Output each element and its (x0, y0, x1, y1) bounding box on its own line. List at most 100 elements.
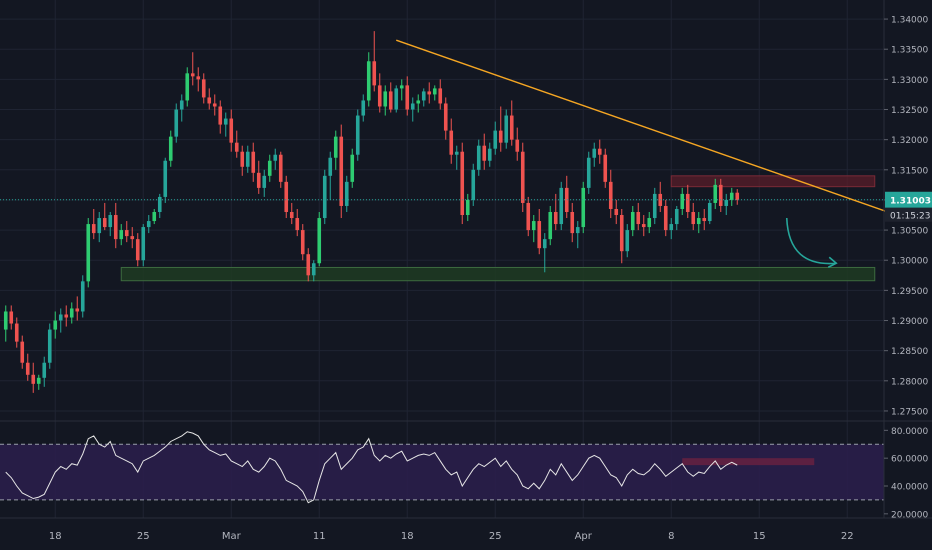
candle-body (421, 91, 426, 101)
candle-body (630, 212, 635, 231)
candle-body (278, 154, 283, 182)
candle-body (31, 374, 36, 384)
candle-body (179, 100, 184, 110)
candle-body (432, 88, 437, 95)
candle-body (102, 218, 107, 228)
price-tick-label: 1.32500 (891, 106, 928, 116)
time-tick-label: 25 (137, 531, 150, 542)
time-tick-label: 15 (753, 531, 766, 542)
price-tick-label: 1.31500 (891, 166, 928, 176)
candle-body (267, 160, 272, 176)
price-tick-label: 1.33500 (891, 46, 928, 56)
candle-body (97, 218, 102, 234)
candle-body (91, 224, 96, 234)
candle-body (652, 193, 657, 219)
price-tick-label: 1.29000 (891, 317, 928, 327)
candle-body (377, 85, 382, 107)
candle-body (427, 91, 432, 95)
candle-body (273, 154, 278, 161)
candle-body (58, 314, 63, 321)
descending-trendline (396, 39, 892, 214)
candle-body (53, 320, 58, 330)
candle-body (575, 227, 580, 234)
candlestick-series (3, 31, 740, 393)
candle-body (608, 181, 613, 209)
candle-body (394, 88, 399, 110)
chart-overlays (0, 39, 892, 268)
candle-body (174, 109, 179, 137)
price-tick-label: 1.30500 (891, 227, 928, 237)
candle-body (124, 230, 129, 237)
candle-body (344, 181, 349, 206)
candle-body (317, 218, 322, 264)
price-tick-label: 1.27500 (891, 407, 928, 417)
candle-body (152, 212, 157, 222)
candle-body (559, 187, 564, 225)
candle-body (641, 224, 646, 228)
candle-body (581, 187, 586, 228)
candle-body (592, 148, 597, 158)
candle-body (520, 151, 525, 203)
candle-body (636, 212, 641, 225)
candle-body (350, 154, 355, 182)
candle-body (218, 106, 223, 125)
countdown-badge (885, 207, 932, 222)
candle-body (223, 118, 228, 125)
candle-body (410, 103, 415, 110)
candle-body (207, 97, 212, 104)
candle-body (509, 115, 514, 140)
rsi-band (0, 444, 884, 500)
rsi-line (5, 431, 738, 504)
candle-body (471, 169, 476, 200)
candle-body (240, 151, 245, 167)
price-tick-label: 1.29500 (891, 287, 928, 297)
candle-body (729, 192, 734, 200)
current-price-badge (885, 191, 932, 208)
rsi-tick-label: 20.0000 (891, 510, 928, 520)
candle-body (262, 175, 267, 188)
rsi-pane (0, 420, 932, 504)
candle-body (108, 215, 113, 228)
grid-lines (0, 0, 884, 518)
candle-body (416, 100, 421, 104)
candle-body (460, 151, 465, 216)
candle-body (531, 221, 536, 231)
candle-body (212, 103, 217, 107)
candle-body (146, 221, 151, 228)
projection-arrow-head (827, 256, 838, 268)
price-tick-label: 1.30000 (891, 257, 928, 267)
candle-body (80, 281, 85, 312)
candle-body (537, 221, 542, 249)
candle-body (311, 263, 316, 276)
candle-body (322, 175, 327, 219)
price-tick-label: 1.32000 (891, 136, 928, 146)
candle-body (465, 199, 470, 216)
candle-body (86, 224, 91, 282)
candle-body (680, 193, 685, 209)
projection-arrow (785, 217, 837, 265)
candle-body (735, 192, 740, 200)
candle-body (548, 212, 553, 240)
candle-body (702, 218, 707, 222)
price-tick-label: 1.28500 (891, 347, 928, 357)
candle-body (449, 130, 454, 155)
candle-body (69, 308, 74, 318)
candle-body (361, 100, 366, 116)
candle-body (713, 184, 718, 203)
resistance-zone (670, 175, 876, 188)
candle-body (542, 239, 547, 249)
rsi-tick-label: 80.0000 (891, 427, 928, 437)
candle-body (355, 115, 360, 155)
candle-body (333, 136, 338, 158)
candle-body (476, 145, 481, 170)
candle-body (36, 377, 41, 384)
candle-body (443, 103, 448, 131)
candle-body (685, 193, 690, 212)
candle-body (256, 172, 261, 188)
price-tick-label: 1.28000 (891, 377, 928, 387)
support-zone (120, 266, 876, 282)
candle-body (185, 73, 190, 101)
candle-body (438, 88, 443, 104)
rsi-zone (682, 458, 815, 466)
